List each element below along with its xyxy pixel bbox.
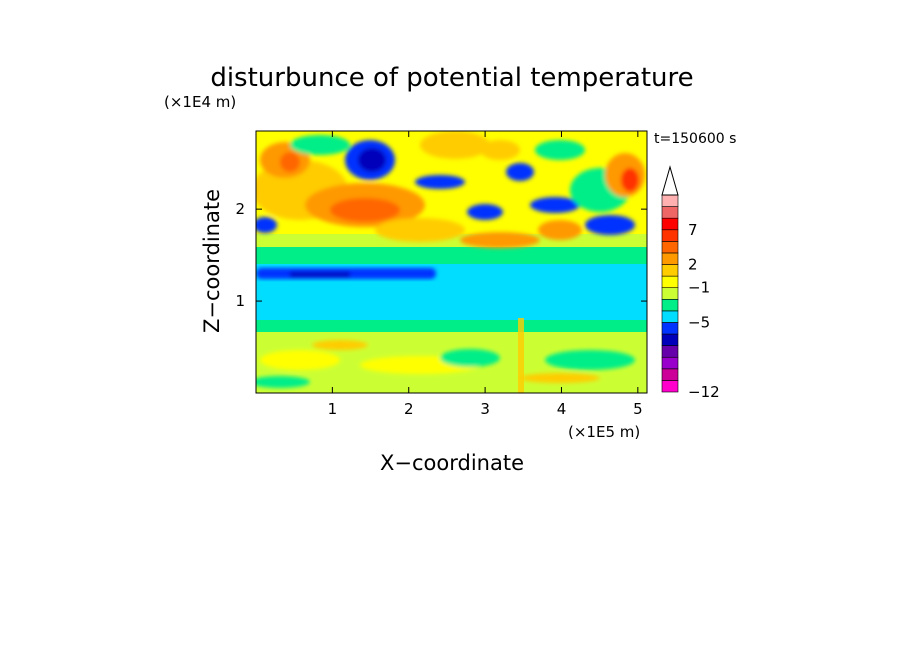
colorbar-swatch-11 — [661, 252, 679, 265]
colorbar-swatch-1 — [661, 368, 679, 381]
y-tick-label-1: 2 — [235, 200, 245, 218]
y-tick-label-0: 1 — [235, 292, 245, 310]
y-unit-label: (×1E4 m) — [164, 93, 236, 111]
colorbar-swatch-16 — [661, 194, 679, 207]
colorbar-swatch-2 — [661, 356, 679, 370]
colorbar-label-3: 2 — [688, 256, 698, 274]
colorbar-label-1: −5 — [688, 313, 710, 331]
colorbar-label-2: −1 — [688, 279, 710, 297]
plot-frame — [255, 130, 648, 394]
time-label: t=150600 s — [654, 131, 736, 147]
colorbar-swatch-4 — [661, 333, 679, 346]
chart-title: disturbunce of potential temperature — [210, 63, 693, 93]
colorbar-swatch-13 — [661, 229, 679, 242]
x-tick-label-1: 2 — [404, 400, 414, 418]
x-tick-label-2: 3 — [480, 400, 490, 418]
colorbar-swatch-9 — [661, 275, 679, 289]
contour-field — [256, 131, 647, 393]
x-tick-label-0: 1 — [328, 400, 338, 418]
colorbar-extend-arrow — [661, 165, 679, 196]
layer-green-lower — [256, 318, 647, 332]
colorbar-swatch-12 — [661, 241, 679, 254]
colorbar-swatch-6 — [661, 310, 679, 323]
x-tick-label-4: 5 — [633, 400, 643, 418]
vertical-streak — [518, 318, 524, 393]
y-axis-label: Z−coordinate — [200, 189, 224, 333]
colorbar-swatch-7 — [661, 298, 679, 312]
x-axis-label: X−coordinate — [380, 451, 524, 475]
x-axis: 1 2 3 4 5 — [328, 131, 643, 418]
layer-green-upper — [256, 245, 647, 264]
upper-turbulence — [256, 131, 645, 248]
colorbar-label-4: 7 — [688, 221, 698, 239]
y-axis: 12 — [235, 200, 647, 310]
colorbar-label-0: −12 — [688, 383, 720, 401]
colorbar-swatch-15 — [661, 206, 679, 219]
colorbar-swatch-3 — [661, 345, 679, 358]
colorbar-swatch-14 — [661, 217, 679, 231]
x-unit-label: (×1E5 m) — [568, 423, 640, 441]
colorbar: −12−5−127 — [661, 165, 720, 401]
colorbar-swatch-10 — [661, 264, 679, 277]
x-tick-label-3: 4 — [557, 400, 567, 418]
colorbar-swatch-5 — [661, 322, 679, 335]
colorbar-swatch-8 — [661, 287, 679, 300]
colorbar-swatch-0 — [661, 380, 679, 393]
